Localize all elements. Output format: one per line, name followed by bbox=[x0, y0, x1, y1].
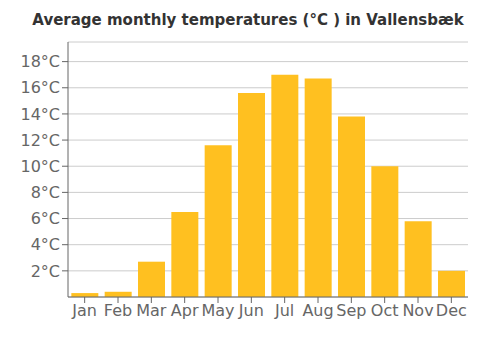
svg-text:18°C: 18°C bbox=[20, 52, 60, 71]
svg-text:12°C: 12°C bbox=[20, 131, 60, 150]
svg-text:Nov: Nov bbox=[402, 301, 433, 320]
svg-text:Jul: Jul bbox=[274, 301, 294, 320]
svg-text:May: May bbox=[201, 301, 234, 320]
svg-text:14°C: 14°C bbox=[20, 105, 60, 124]
svg-text:Jun: Jun bbox=[238, 301, 264, 320]
svg-text:Dec: Dec bbox=[436, 301, 467, 320]
svg-text:Feb: Feb bbox=[104, 301, 132, 320]
svg-text:Aug: Aug bbox=[302, 301, 333, 320]
svg-text:Mar: Mar bbox=[136, 301, 167, 320]
svg-text:8°C: 8°C bbox=[31, 183, 60, 202]
svg-text:Jan: Jan bbox=[71, 301, 97, 320]
svg-text:Apr: Apr bbox=[171, 301, 199, 320]
svg-text:16°C: 16°C bbox=[20, 78, 60, 97]
html-text:Average monthly temperatures (: Average monthly temperatures (°C ) in Va… bbox=[32, 11, 464, 29]
svg-text:Oct: Oct bbox=[371, 301, 399, 320]
svg-text:10°C: 10°C bbox=[20, 157, 60, 176]
svg-text:4°C: 4°C bbox=[31, 235, 60, 254]
svg-text:2°C: 2°C bbox=[31, 262, 60, 281]
svg-text:Sep: Sep bbox=[336, 301, 366, 320]
svg-text:6°C: 6°C bbox=[31, 209, 60, 228]
